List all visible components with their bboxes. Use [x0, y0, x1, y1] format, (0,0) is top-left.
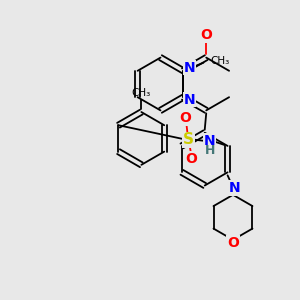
Text: S: S: [183, 132, 194, 147]
Text: N: N: [184, 61, 196, 75]
Text: O: O: [186, 152, 197, 166]
Text: CH₃: CH₃: [132, 88, 151, 98]
Text: H: H: [205, 144, 215, 157]
Text: N: N: [204, 134, 215, 148]
Text: O: O: [200, 28, 212, 42]
Text: O: O: [180, 111, 191, 125]
Text: CH₃: CH₃: [210, 56, 230, 66]
Text: N: N: [229, 181, 241, 195]
Text: N: N: [184, 93, 196, 106]
Text: O: O: [227, 236, 239, 250]
